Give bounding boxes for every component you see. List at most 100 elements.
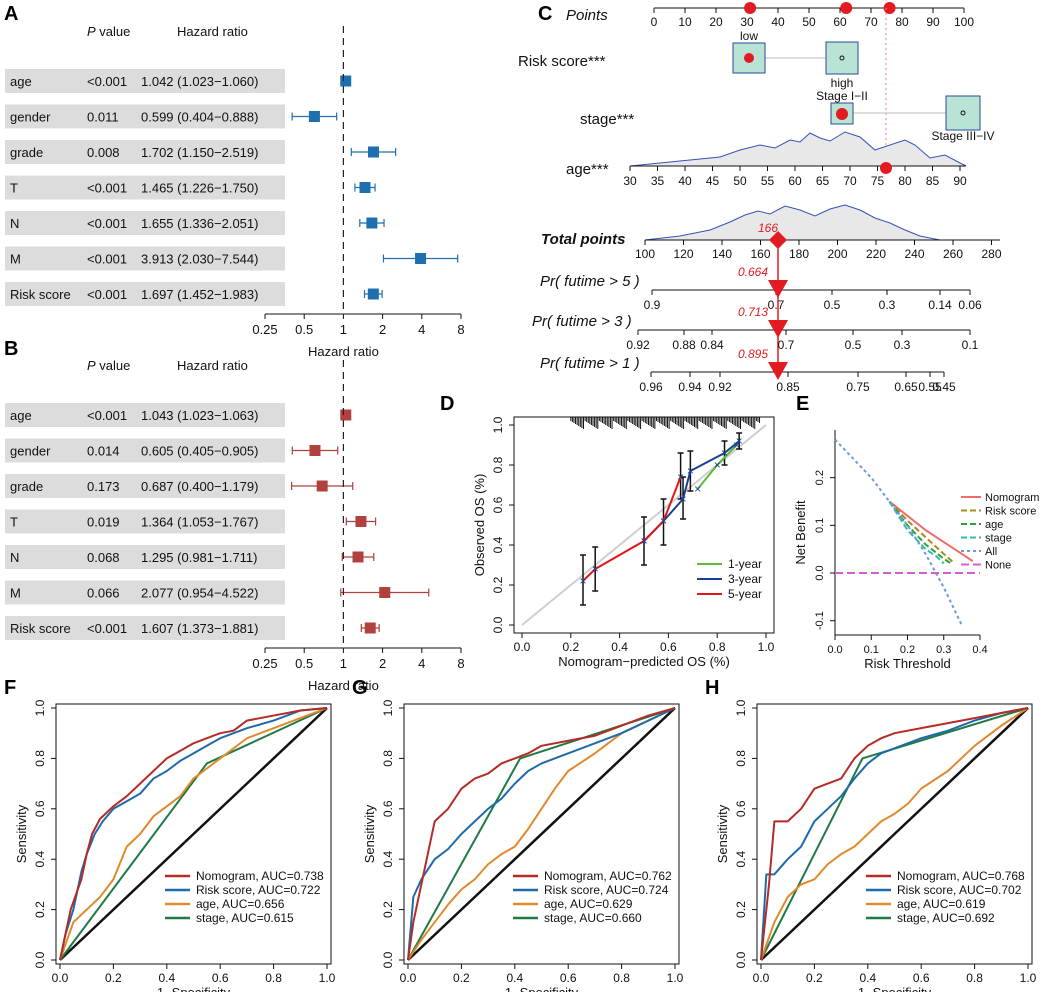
panel-letter-b: B bbox=[4, 338, 18, 360]
x-tick-label: 0.8 bbox=[966, 971, 983, 985]
x-tick-label: 0.8 bbox=[709, 640, 726, 654]
total-tick-label: 100 bbox=[635, 247, 655, 261]
row-label: age bbox=[10, 408, 32, 423]
x-tick-label: 0.0 bbox=[753, 971, 770, 985]
total-points-label: Total points bbox=[541, 231, 625, 248]
row-label: Risk score bbox=[10, 287, 71, 302]
x-axis-label: Risk Threshold bbox=[864, 656, 950, 671]
row-band bbox=[5, 403, 285, 427]
points-tick-label: 70 bbox=[864, 15, 878, 29]
prob-tick-label: 0.7 bbox=[768, 298, 785, 312]
row-band bbox=[5, 282, 285, 306]
points-tick-label: 30 bbox=[740, 15, 754, 29]
row-band bbox=[5, 211, 285, 235]
prob-tick-label: 0.06 bbox=[958, 298, 982, 312]
age-tick-label: 75 bbox=[871, 174, 885, 188]
prob-tick-label: 0.65 bbox=[894, 380, 918, 394]
risk-score-label: Risk score*** bbox=[518, 53, 606, 70]
x-tick-label: 1 bbox=[340, 322, 347, 337]
row-label: T bbox=[10, 515, 18, 530]
legend-label: 5-year bbox=[728, 587, 762, 601]
legend-label: age, AUC=0.656 bbox=[196, 897, 285, 911]
stage-label: stage*** bbox=[580, 111, 634, 128]
total-tick-label: 280 bbox=[981, 247, 1001, 261]
x-tick-label: 0.1 bbox=[864, 644, 879, 656]
legend-label: Risk score, AUC=0.724 bbox=[544, 883, 669, 897]
row-hr-text: 0.605 (0.405−0.905) bbox=[141, 444, 258, 459]
row-label: M bbox=[10, 586, 21, 601]
row-p-value: 0.068 bbox=[87, 550, 120, 565]
forest-plot-a: P value Hazard ratio age <0.001 1.042 (1.023… bbox=[5, 24, 465, 359]
x-tick-label: 0.2 bbox=[105, 971, 122, 985]
roc-plot-f: 0.0 0.2 0.4 0.6 0.8 1.0 0.0 0.2 0.4 0.6 0.8 1.0 1−Sp… bbox=[14, 699, 336, 992]
hr-marker bbox=[352, 551, 364, 563]
stage-open-marker bbox=[960, 110, 966, 116]
x-tick-label: 0.6 bbox=[660, 640, 677, 654]
calibration-point: × bbox=[592, 562, 599, 576]
calibration-line-5-year bbox=[582, 476, 682, 582]
row-label: grade bbox=[10, 145, 43, 160]
points-tick-label: 80 bbox=[895, 15, 909, 29]
row-p-value: <0.001 bbox=[87, 287, 127, 302]
points-marker bbox=[840, 2, 853, 14]
roc-plot-g: 0.0 0.2 0.4 0.6 0.8 1.0 0.0 0.2 0.4 0.6 0.8 1.0 1−Sp… bbox=[362, 699, 684, 992]
calibration-point: × bbox=[721, 446, 728, 460]
total-tick-label: 180 bbox=[789, 247, 809, 261]
row-band bbox=[5, 69, 285, 93]
age-label: age*** bbox=[566, 161, 609, 178]
total-density bbox=[644, 204, 941, 241]
prob-tick-label: 0.85 bbox=[776, 380, 800, 394]
total-tick-label: 140 bbox=[712, 247, 732, 261]
prob-tick-label: 0.14 bbox=[928, 298, 952, 312]
y-tick-label: 0.2 bbox=[381, 901, 395, 918]
legend-label: Nomogram, AUC=0.762 bbox=[544, 869, 672, 883]
prob-tick-label: 0.45 bbox=[932, 380, 956, 394]
hr-marker bbox=[366, 217, 378, 229]
prob-marker bbox=[768, 280, 788, 298]
row-p-value: 0.173 bbox=[87, 479, 120, 494]
prob-tick-label: 0.88 bbox=[672, 338, 696, 352]
y-tick-label: 0.6 bbox=[734, 800, 748, 817]
row-hr-text: 1.697 (1.452−1.983) bbox=[141, 287, 258, 302]
row-label: T bbox=[10, 181, 18, 196]
points-label: Points bbox=[566, 7, 608, 24]
points-tick-label: 50 bbox=[802, 15, 816, 29]
prob-tick-label: 0.92 bbox=[708, 380, 732, 394]
prob-tick-label: 0.84 bbox=[700, 338, 724, 352]
roc-curve-age bbox=[59, 707, 328, 961]
y-tick-label: 0.6 bbox=[491, 496, 505, 513]
nomogram-c: Points 0 10 20 30 40 50 60 70 80 90 100 Risk score**… bbox=[518, 2, 1002, 394]
x-tick-label: 0.4 bbox=[158, 971, 175, 985]
y-tick-label: 0.4 bbox=[381, 851, 395, 868]
x-tick-label: 0.8 bbox=[265, 971, 282, 985]
x-tick-label: 1.0 bbox=[319, 971, 336, 985]
y-tick-label: 1.0 bbox=[734, 699, 748, 716]
total-value-label: 166 bbox=[758, 221, 778, 235]
age-tick-label: 85 bbox=[926, 174, 940, 188]
legend-label: 3-year bbox=[728, 572, 762, 586]
dca-line-Nomogram bbox=[888, 500, 974, 562]
roc-curve-Nomogram bbox=[59, 707, 328, 961]
panel-letter-c: C bbox=[538, 3, 552, 25]
row-hr-text: 1.042 (1.023−1.060) bbox=[141, 74, 258, 89]
x-tick-label: 0.8 bbox=[613, 971, 630, 985]
row-p-value: <0.001 bbox=[87, 181, 127, 196]
hr-marker bbox=[367, 288, 379, 300]
row-p-value: <0.001 bbox=[87, 216, 127, 231]
panel-letter-e: E bbox=[796, 393, 809, 415]
y-tick-label: -0.1 bbox=[814, 611, 826, 630]
row-band bbox=[5, 140, 285, 164]
y-tick-label: 0.4 bbox=[734, 851, 748, 868]
legend-label: stage, AUC=0.692 bbox=[897, 911, 995, 925]
prob-tick-label: 0.3 bbox=[879, 298, 896, 312]
age-tick-label: 90 bbox=[953, 174, 967, 188]
age-marker bbox=[880, 162, 892, 174]
row-hr-text: 1.655 (1.336−2.051) bbox=[141, 216, 258, 231]
y-tick-label: 1.0 bbox=[381, 699, 395, 716]
row-label: gender bbox=[10, 110, 51, 125]
panel-letter-f: F bbox=[4, 677, 16, 699]
hr-marker bbox=[367, 146, 379, 158]
stage-low-label: Stage I−II bbox=[816, 89, 868, 103]
row-band bbox=[5, 474, 285, 498]
